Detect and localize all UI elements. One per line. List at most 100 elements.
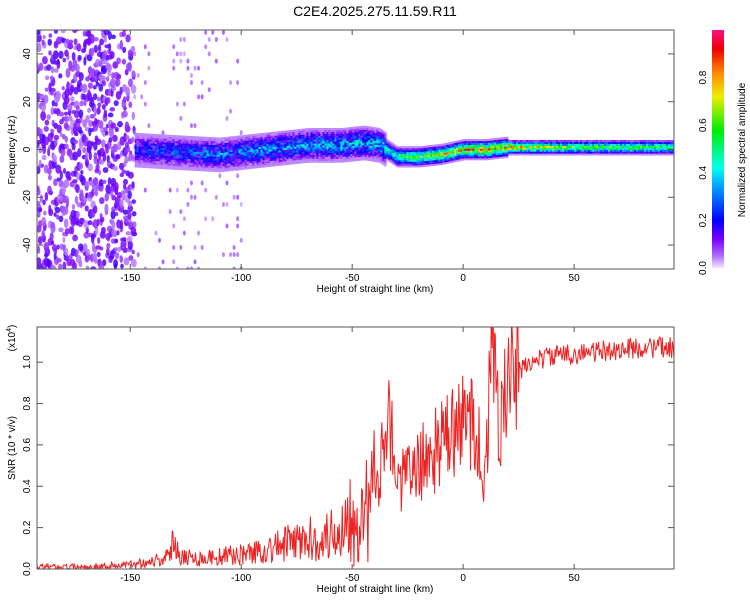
heat-cell [342,143,345,146]
heat-cell [182,139,185,142]
heat-cell [148,148,151,152]
heat-cell [122,237,127,242]
heat-cell [356,158,359,162]
heat-cell [332,131,335,135]
heat-cell [304,149,307,152]
heat-cell [166,138,169,141]
heat-cell [106,63,112,72]
heat-cell [356,149,359,152]
heat-cell [116,191,123,199]
heat-cell [90,47,95,57]
heat-cell [594,149,597,152]
bottom-xlabel: Height of straight line (km) [317,584,434,595]
heat-cell [282,138,285,141]
heat-cell [448,159,451,162]
heat-cell [244,161,247,164]
heat-cell [406,161,409,164]
heat-cell [288,149,291,152]
heat-cell [164,144,167,147]
heat-cell [354,153,357,156]
heat-cell [444,154,447,157]
heat-cell [324,145,327,148]
heat-cell [402,161,405,164]
heat-cell [136,155,139,159]
heat-cell [220,145,223,148]
heat-cell [302,136,305,139]
heat-cell [524,147,527,150]
heat-cell [288,162,291,165]
heat-cell [450,145,453,148]
heat-cell [318,145,321,148]
heat-cell [338,127,341,131]
heat-cell [71,225,75,235]
heat-cell [144,158,147,161]
heat-cell [224,161,227,165]
heat-cell [210,154,213,157]
heat-cell [430,164,433,167]
heat-cell [502,150,505,153]
heat-cell [202,157,205,160]
heat-cell [336,127,339,131]
heat-cell [193,194,197,200]
heat-cell [458,155,461,158]
heat-cell [546,151,549,154]
heat-cell [306,152,309,156]
heat-cell [218,158,221,161]
heat-cell [234,166,237,169]
heat-cell [200,161,203,164]
heat-cell [294,133,297,136]
y-tick-label: -20 [22,190,33,205]
heat-cell [318,158,321,161]
heat-cell [556,139,559,143]
heat-cell [160,145,163,148]
heat-cell [376,148,379,151]
heat-cell [78,129,83,134]
heat-cell [630,139,633,143]
heat-cell [268,134,271,137]
heat-cell [338,143,341,146]
heat-cell [324,156,327,159]
heat-cell [562,145,565,148]
heat-cell [320,152,323,156]
heat-cell [516,139,519,143]
heat-cell [206,157,209,161]
heat-cell [248,143,251,147]
heat-cell [510,151,513,154]
heat-cell [282,163,285,166]
heat-cell [260,133,263,136]
colorbar-tick-label: 0.4 [698,165,709,179]
heat-cell [102,151,107,162]
heat-cell [188,162,191,165]
heat-cell [636,149,639,152]
heat-cell [606,139,609,143]
heat-cell [620,149,623,152]
heat-cell [104,203,109,214]
heat-cell [222,146,225,149]
heat-cell [268,137,271,141]
heat-cell [350,134,353,137]
heat-cell [324,158,327,161]
heat-cell [454,152,457,155]
heat-cell [176,139,179,142]
heat-cell [216,137,219,140]
heat-cell [646,149,649,152]
heat-cell [444,146,447,150]
heat-cell [382,151,385,154]
heat-cell [652,141,655,145]
heat-cell [628,141,631,145]
heat-cell [250,166,253,169]
heat-cell [380,138,383,141]
heat-cell [656,141,659,145]
heat-cell [634,139,637,143]
heat-cell [464,142,467,146]
heat-cell [448,153,451,156]
heat-cell [634,151,637,154]
heat-cell [196,157,199,160]
heat-cell [584,149,587,152]
heat-cell [258,140,261,144]
heat-cell [318,139,321,142]
heat-cell [226,155,229,159]
heat-cell [500,141,503,144]
heat-cell [384,160,387,163]
heat-cell [428,145,431,148]
